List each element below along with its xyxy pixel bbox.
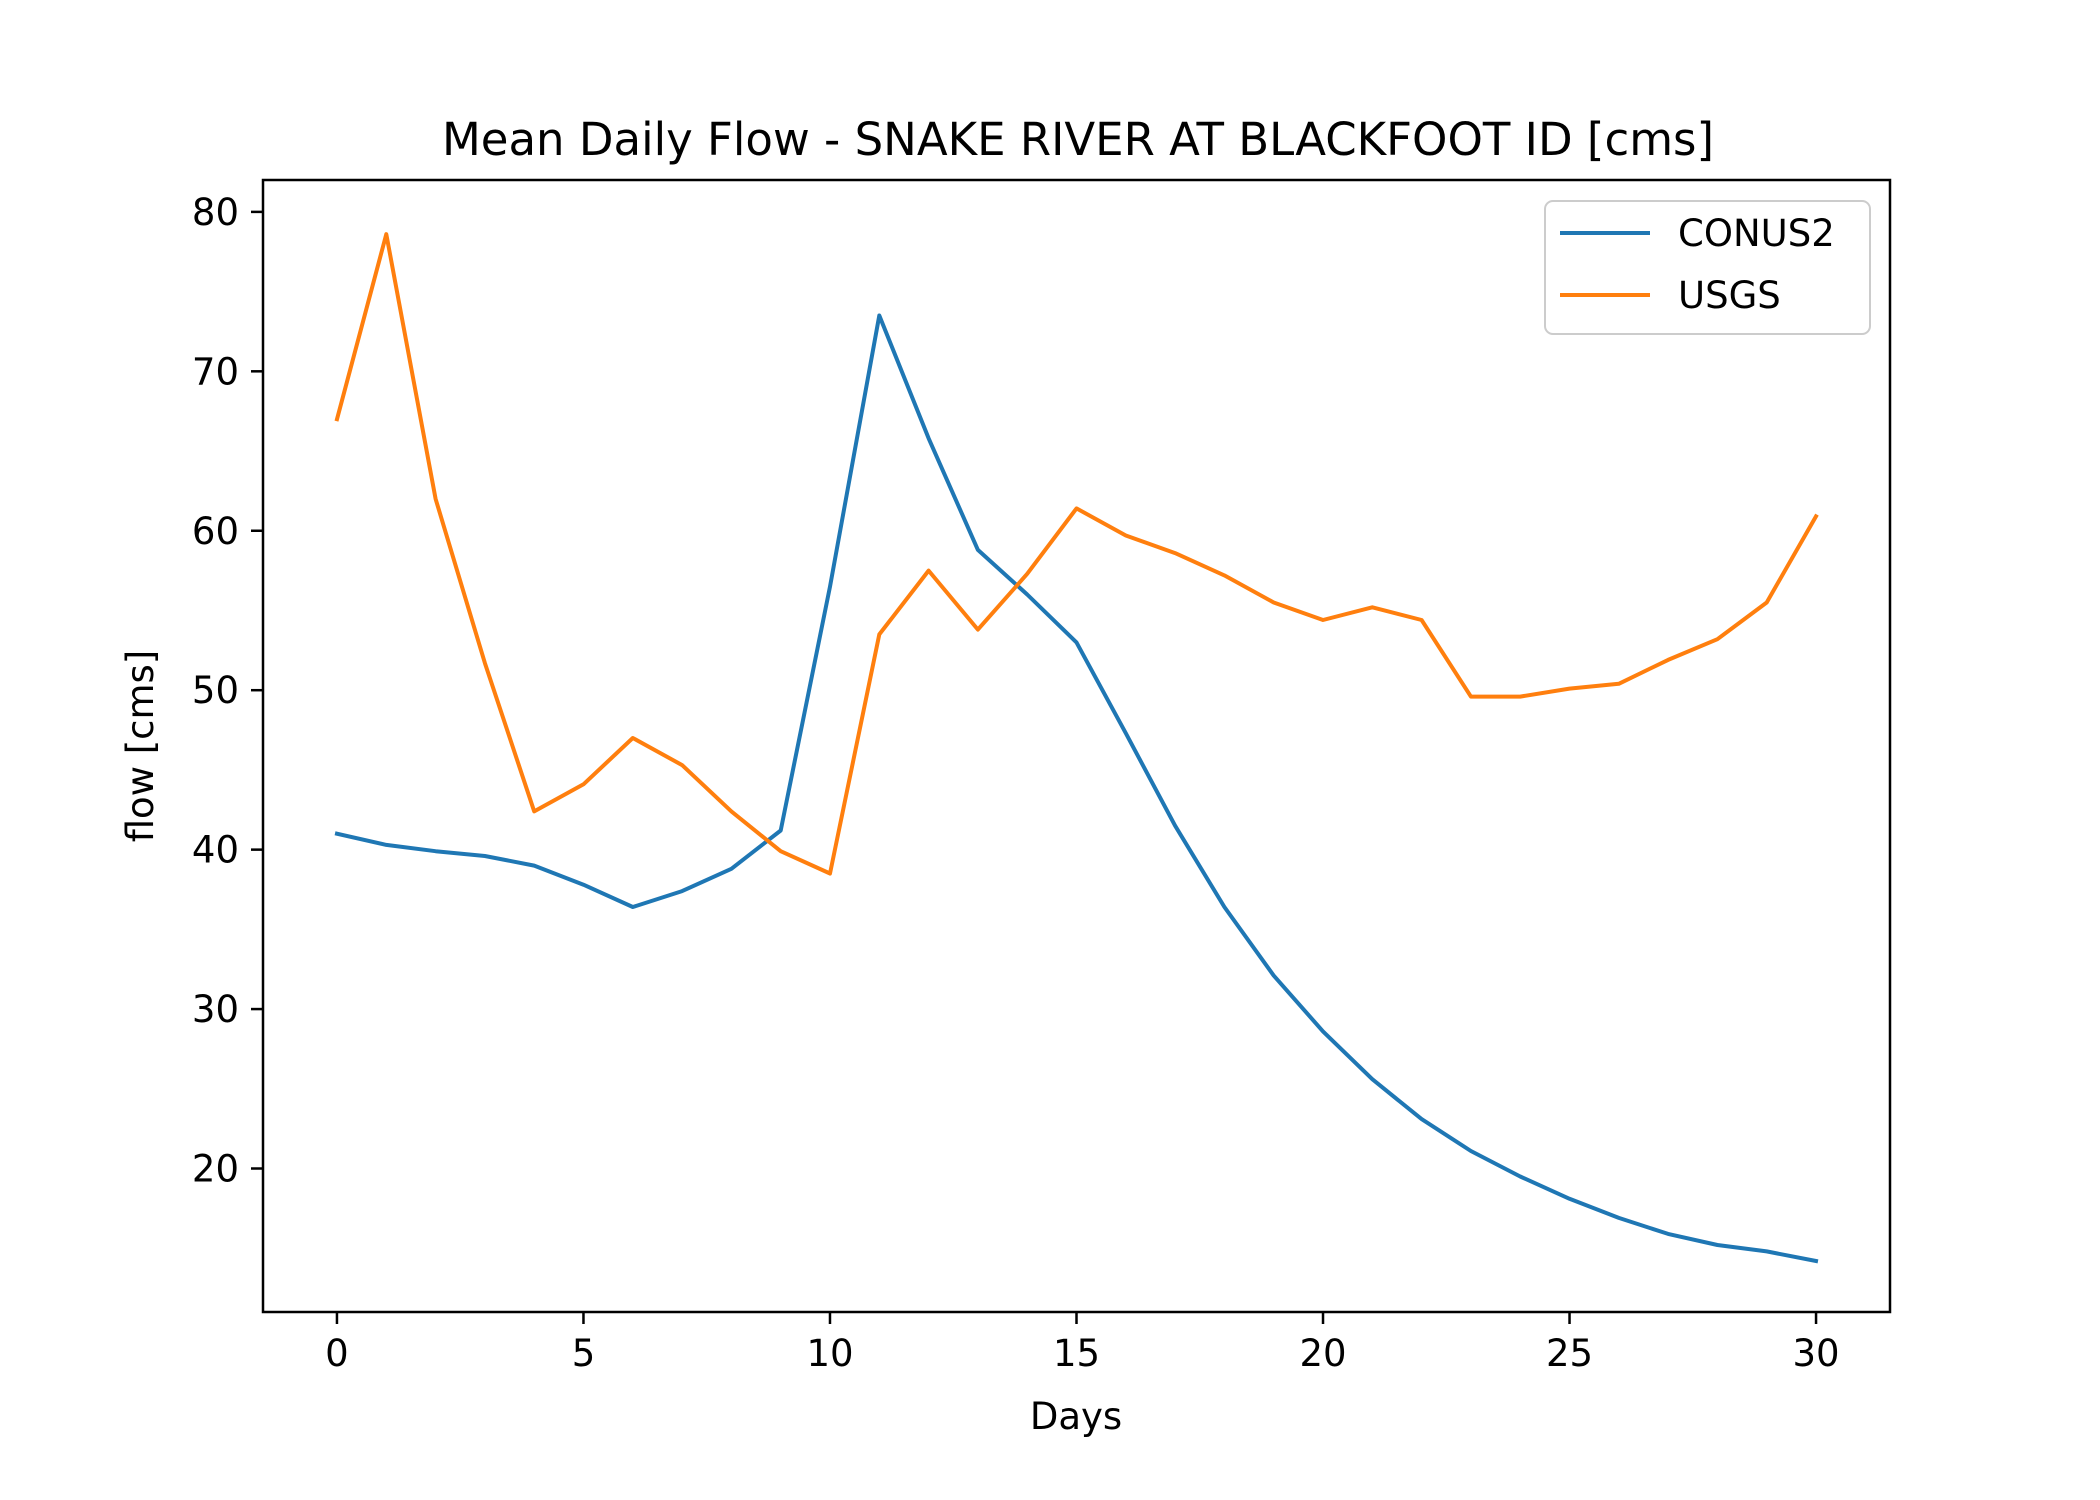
legend-label-conus2: CONUS2 — [1678, 212, 1835, 255]
series-line-conus2 — [334, 313, 1819, 1264]
x-tick-label: 15 — [1053, 1332, 1100, 1375]
x-tick-label: 20 — [1299, 1332, 1346, 1375]
x-tick-label: 25 — [1546, 1332, 1593, 1375]
legend-label-usgs: USGS — [1678, 274, 1781, 317]
y-tick-label: 60 — [192, 510, 239, 553]
y-tick-label: 30 — [192, 988, 239, 1031]
x-axis-label: Days — [1030, 1395, 1122, 1438]
y-tick-label: 70 — [192, 350, 239, 393]
x-tick-label: 0 — [325, 1332, 349, 1375]
y-tick-label: 80 — [192, 191, 239, 234]
y-tick-label: 40 — [192, 829, 239, 872]
y-axis-label: flow [cms] — [119, 650, 162, 843]
series-line-usgs — [334, 232, 1819, 876]
legend: CONUS2 USGS — [1544, 200, 1871, 335]
series-layer — [334, 232, 1819, 1264]
x-axis: 0 5 10 15 20 25 30 — [325, 1312, 1840, 1375]
y-axis: 20 30 40 50 60 70 80 — [192, 191, 263, 1191]
x-tick-label: 10 — [806, 1332, 853, 1375]
y-tick-label: 20 — [192, 1148, 239, 1191]
x-tick-label: 30 — [1792, 1332, 1839, 1375]
chart-title: Mean Daily Flow - SNAKE RIVER AT BLACKFO… — [442, 113, 1714, 166]
x-tick-label: 5 — [572, 1332, 596, 1375]
y-tick-label: 50 — [192, 669, 239, 712]
